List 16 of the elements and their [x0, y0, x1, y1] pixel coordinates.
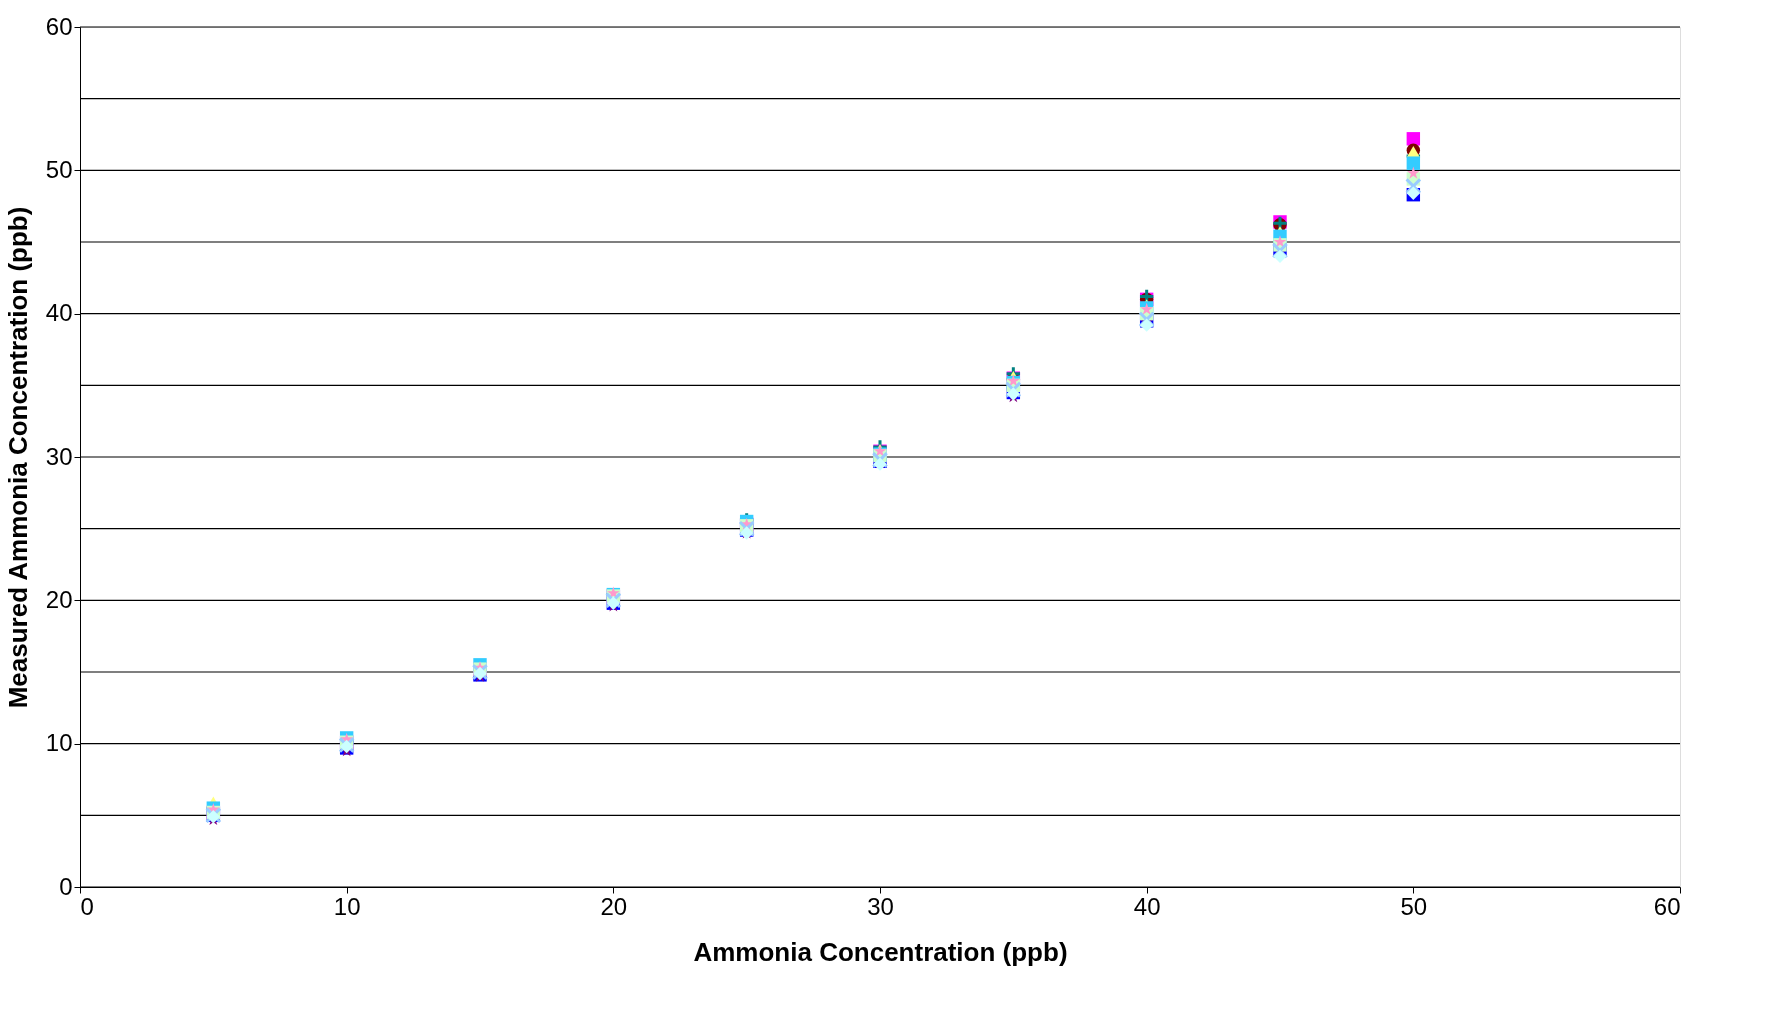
x-tick-label: 40: [1133, 892, 1161, 920]
y-tick-label: 20: [45, 585, 73, 613]
y-axis-title: Measured Ammonia Concentration (ppb): [2, 206, 33, 709]
x-tick-label: 30: [867, 892, 894, 920]
x-tick-label: 50: [1400, 892, 1428, 920]
x-axis-title: Ammonia Concentration (ppb): [693, 936, 1068, 967]
y-tick-label: 10: [45, 729, 73, 757]
x-tick-label: 60: [1653, 892, 1681, 920]
y-tick-label: 40: [45, 299, 73, 327]
y-tick-label: 0: [59, 872, 73, 900]
x-tick-label: 20: [600, 892, 628, 920]
x-tick-label: 0: [80, 892, 94, 920]
x-tick-label: 10: [333, 892, 361, 920]
y-tick-label: 50: [45, 155, 73, 183]
y-tick-label: 60: [45, 12, 73, 40]
y-tick-label: 30: [45, 442, 73, 470]
